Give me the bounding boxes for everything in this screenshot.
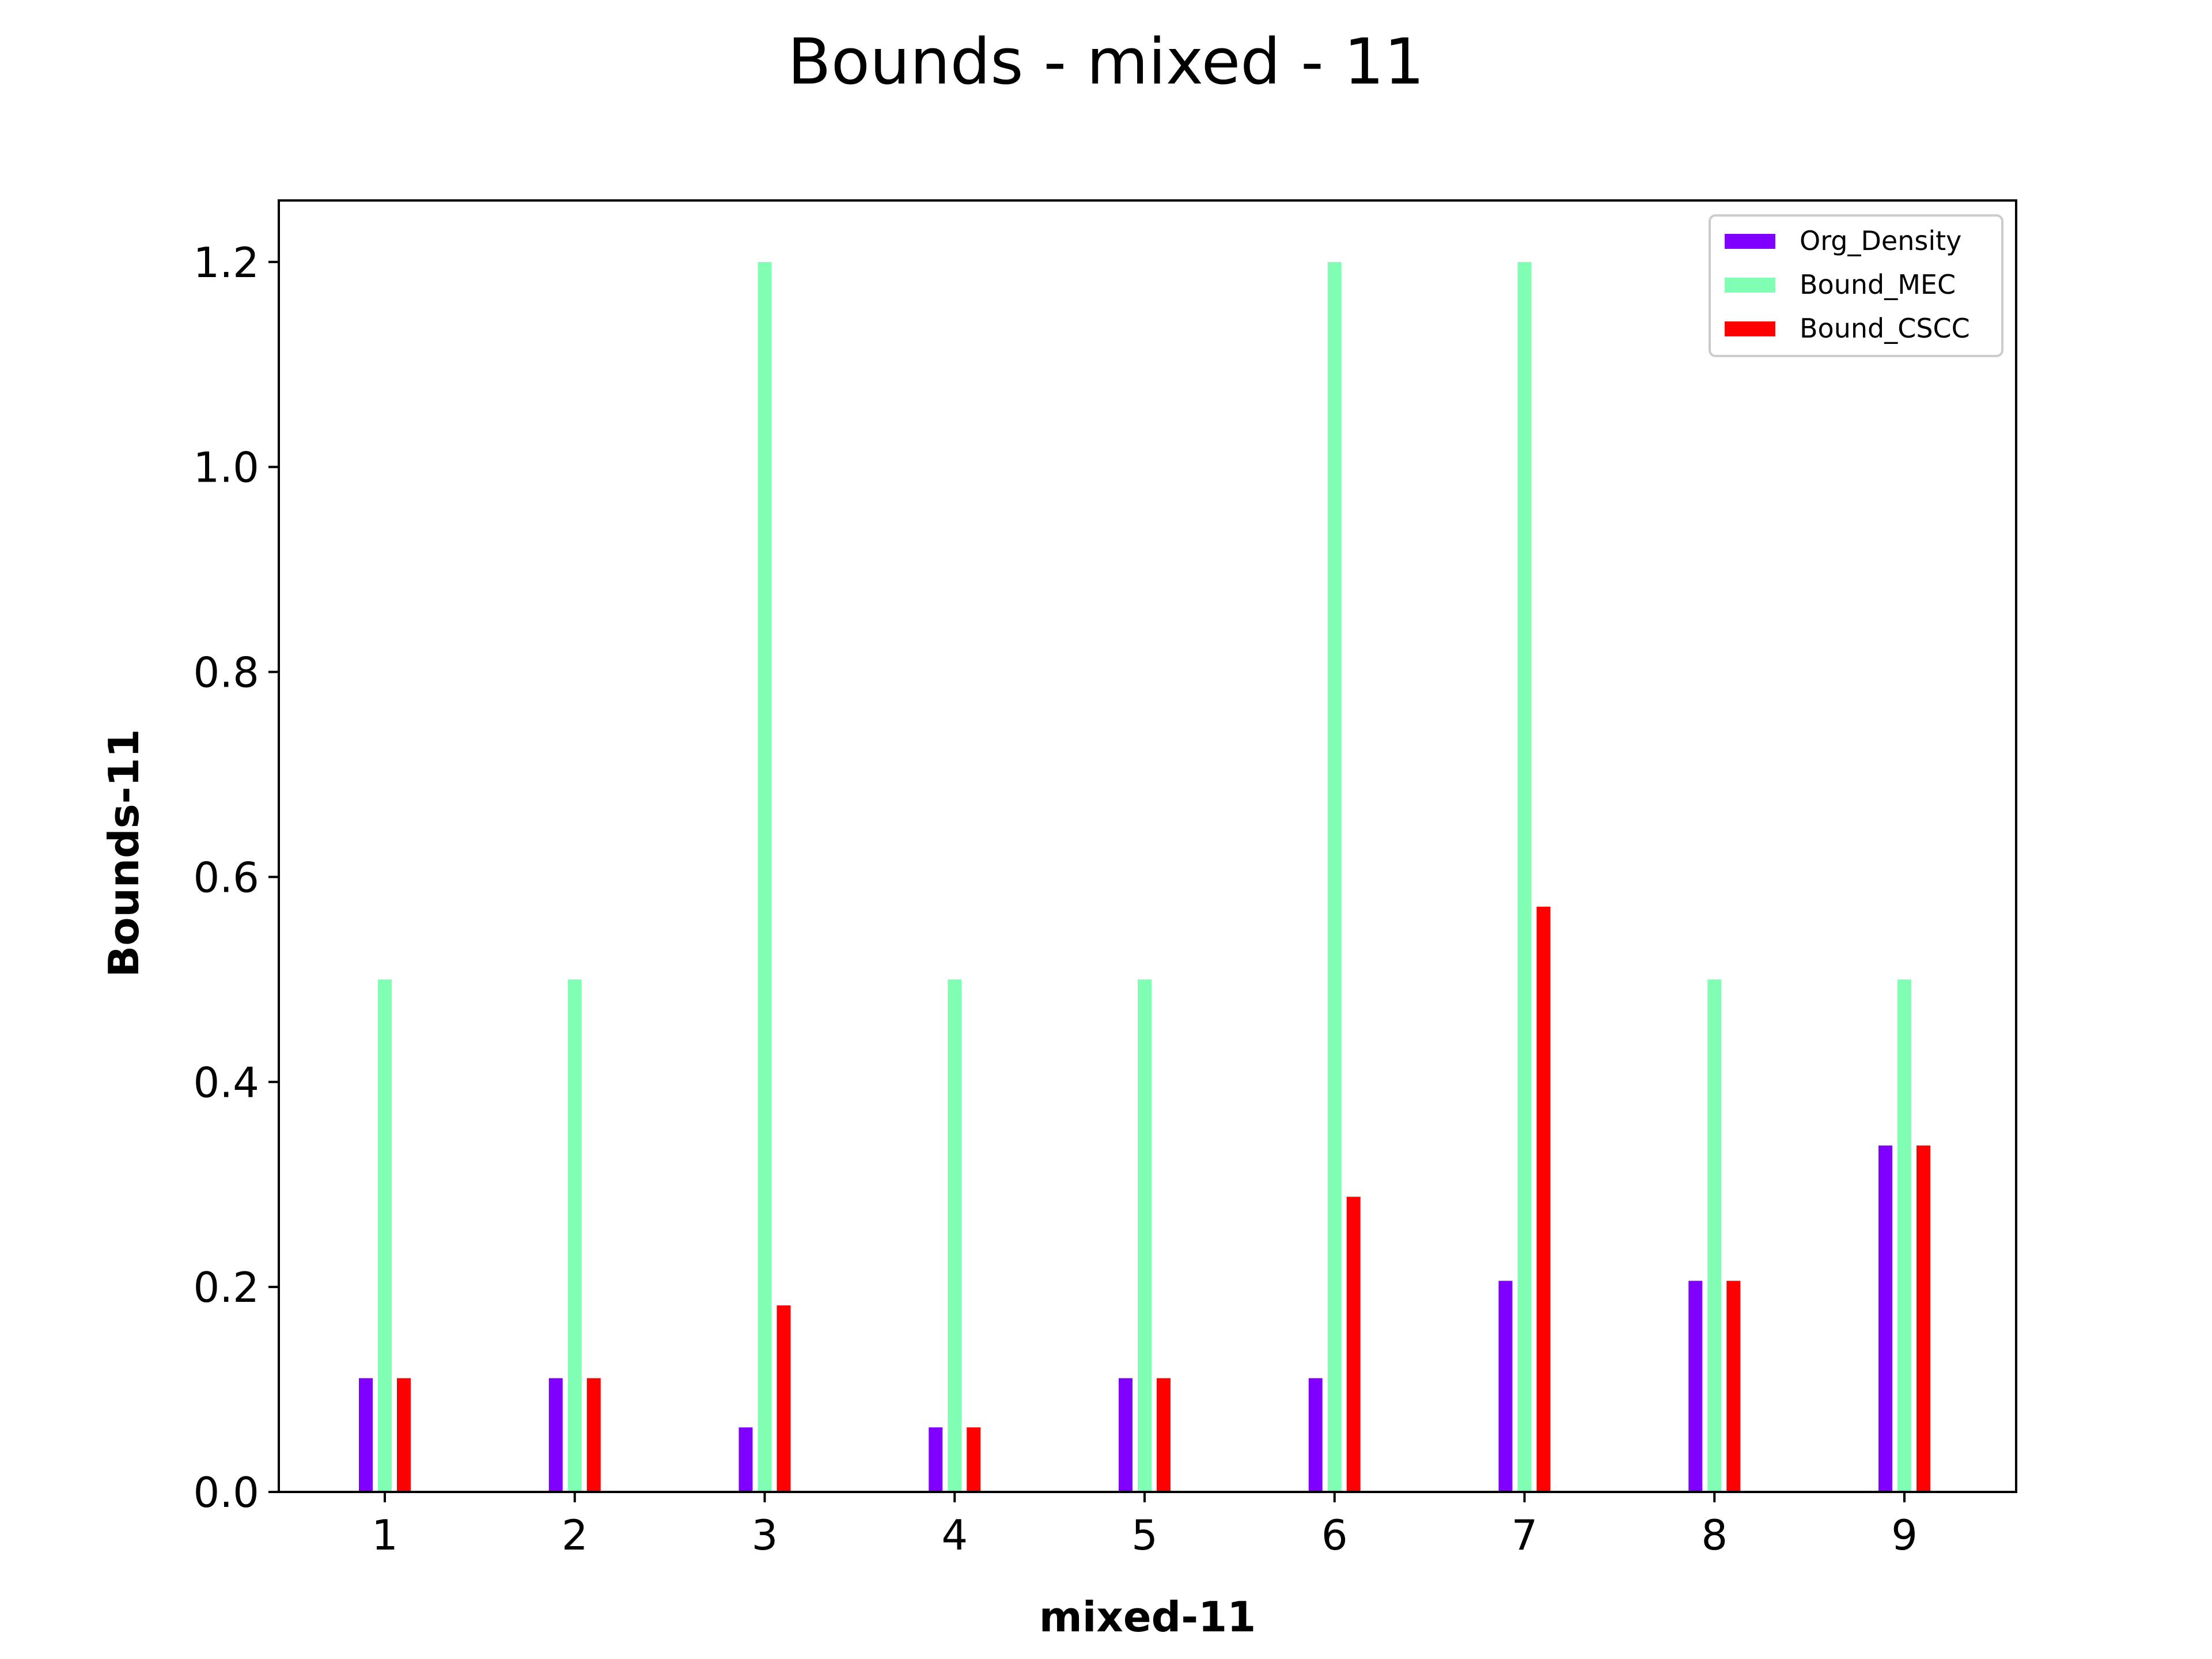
bar-bound-cscc-7 [1536,906,1551,1492]
x-tick-label: 5 [1131,1511,1158,1559]
x-axis-label: mixed-11 [1039,1593,1256,1641]
y-tick-label: 0.4 [193,1058,259,1107]
y-axis-label: Bounds-11 [100,729,148,977]
bar-org-density-7 [1498,1281,1513,1492]
y-tick-label: 0.2 [193,1263,259,1312]
y-tick-label: 0.8 [193,649,259,697]
x-tick-label: 9 [1891,1511,1918,1559]
bar-bound-mec-8 [1707,979,1722,1492]
y-tick-label: 1.2 [193,238,259,287]
bars-layer [359,262,1930,1492]
y-tick-label: 1.0 [193,444,259,492]
bar-bound-cscc-9 [1916,1145,1930,1492]
chart-title: Bounds - mixed - 11 [787,25,1424,99]
bar-org-density-2 [548,1378,563,1492]
legend-label-bound-cscc: Bound_CSCC [1800,313,1970,344]
bar-org-density-9 [1878,1145,1892,1492]
x-tick-label: 1 [372,1511,398,1559]
bar-bound-mec-5 [1138,979,1152,1492]
bar-bound-mec-7 [1517,262,1532,1492]
bar-bound-cscc-6 [1346,1196,1361,1492]
bar-org-density-5 [1119,1378,1132,1492]
bar-org-density-4 [929,1427,943,1492]
bar-bound-cscc-5 [1157,1378,1171,1492]
bar-org-density-3 [738,1427,753,1492]
bar-org-density-6 [1308,1378,1323,1492]
bar-org-density-1 [359,1378,373,1492]
x-tick-label: 8 [1701,1511,1728,1559]
bar-bound-mec-4 [948,979,962,1492]
x-tick-label: 7 [1512,1511,1538,1559]
legend-label-org-density: Org_Density [1800,225,1961,256]
bar-bound-mec-6 [1327,262,1342,1492]
bar-bound-cscc-2 [586,1378,601,1492]
legend-swatch-bound-mec [1725,278,1775,293]
bar-bound-mec-2 [567,979,582,1492]
bar-bound-cscc-8 [1726,1281,1741,1492]
x-axis: 1 2 3 4 5 6 7 8 9 [372,1492,1918,1559]
bar-bound-mec-3 [757,262,772,1492]
x-tick-label: 4 [941,1511,968,1559]
x-tick-label: 6 [1321,1511,1348,1559]
legend-swatch-org-density [1725,234,1775,249]
bar-bound-mec-1 [378,979,392,1492]
bar-bound-cscc-3 [777,1305,791,1492]
y-tick-label: 0.0 [193,1468,259,1517]
x-tick-label: 2 [562,1511,588,1559]
legend-box [1709,214,2003,357]
bar-bound-cscc-1 [397,1378,411,1492]
y-axis: 0.0 0.2 0.4 0.6 0.8 1.0 1.2 [193,238,279,1517]
bar-bound-cscc-4 [967,1427,981,1492]
legend: Org_Density Bound_MEC Bound_CSCC [1709,214,2003,357]
bar-bound-mec-9 [1897,979,1911,1492]
bar-org-density-8 [1688,1281,1703,1492]
legend-swatch-bound-cscc [1725,321,1775,336]
plot-frame [278,199,2017,1493]
y-tick-label: 0.6 [193,853,259,902]
legend-label-bound-mec: Bound_MEC [1800,269,1956,300]
x-tick-label: 3 [752,1511,778,1559]
